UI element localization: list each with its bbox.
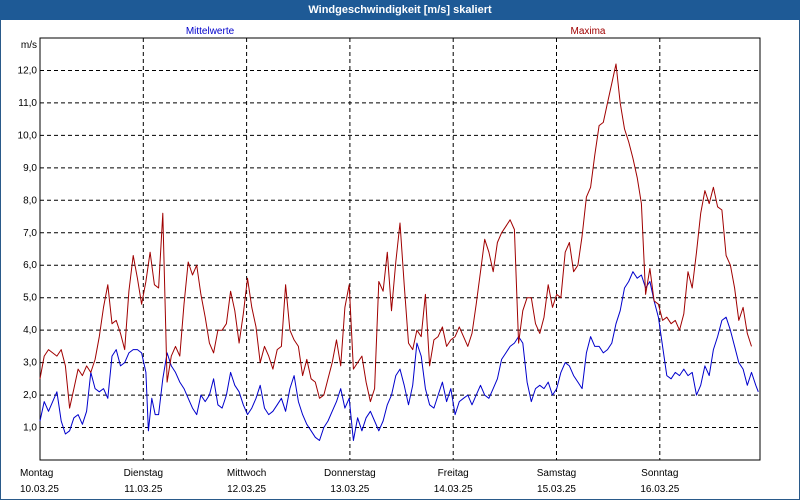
x-tick-day: Dienstag [124, 468, 163, 479]
y-tick-label: 10,0 [18, 130, 38, 141]
x-tick-date: 11.03.25 [124, 484, 163, 495]
y-tick-label: 1,0 [23, 423, 37, 434]
y-axis-label: m/s [21, 40, 37, 51]
x-tick-day: Sonntag [641, 468, 678, 479]
legend-mittelwerte: Mittelwerte [186, 26, 235, 37]
x-tick-day: Donnerstag [324, 468, 376, 479]
y-tick-label: 5,0 [23, 293, 37, 304]
x-tick-date: 13.03.25 [330, 484, 369, 495]
y-tick-label: 11,0 [18, 98, 37, 109]
series-line-maxima [39, 63, 752, 409]
x-tick-date: 12.03.25 [227, 484, 266, 495]
y-tick-label: 9,0 [23, 163, 37, 174]
legend-maxima: Maxima [570, 26, 605, 37]
x-tick-date: 15.03.25 [537, 484, 576, 495]
chart-title: Windgeschwindigkeit [m/s] skaliert [0, 0, 800, 20]
series-line-mittelwerte [39, 271, 759, 441]
x-tick-day: Freitag [438, 468, 469, 479]
y-tick-label: 2,0 [23, 390, 37, 401]
y-tick-label: 6,0 [23, 260, 37, 271]
x-tick-day: Mittwoch [227, 468, 266, 479]
x-tick-date: 10.03.25 [20, 484, 59, 495]
y-tick-label: 4,0 [23, 325, 37, 336]
y-tick-label: 3,0 [23, 358, 37, 369]
y-tick-label: 12,0 [18, 65, 38, 76]
x-tick-date: 16.03.25 [640, 484, 679, 495]
x-tick-date: 14.03.25 [434, 484, 473, 495]
plot-area [39, 37, 761, 461]
y-tick-label: 7,0 [23, 228, 37, 239]
x-tick-day: Samstag [537, 468, 576, 479]
x-tick-day: Montag [20, 468, 53, 479]
y-tick-label: 8,0 [23, 195, 37, 206]
